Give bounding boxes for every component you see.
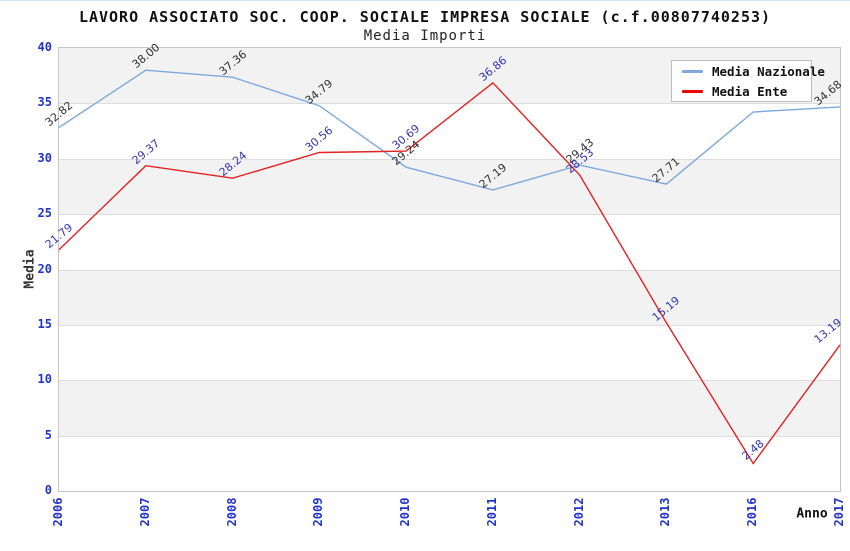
- x-tick-label: 2010: [398, 497, 413, 527]
- plot-band: [59, 158, 840, 215]
- plot-band: [59, 435, 840, 491]
- plot-band: [59, 324, 840, 381]
- series-line-media-nazionale: [58, 69, 841, 191]
- legend-item-media-ente: Media Ente: [682, 84, 811, 99]
- x-tick-label: 2017: [832, 497, 846, 527]
- gridline: [59, 214, 840, 216]
- gridline: [59, 269, 840, 271]
- series-lines: [58, 69, 841, 465]
- x-axis-title: Anno: [796, 506, 828, 522]
- legend-label: Media Ente: [712, 83, 788, 99]
- x-tick-label: 2011: [484, 497, 499, 527]
- x-tick-label: 2013: [658, 497, 673, 527]
- gridline: [59, 324, 840, 326]
- y-tick-label: 10: [37, 372, 52, 387]
- line-swatch-icon: [682, 69, 703, 73]
- y-tick-label: 30: [37, 150, 52, 165]
- chart-title: LAVORO ASSOCIATO SOC. COOP. SOCIALE IMPR…: [78, 8, 772, 26]
- plot-band: [59, 214, 840, 270]
- plot-area: 32.82 38.00 37.36 34.79 29.24 27.19 29.43 27.71…: [43, 41, 844, 492]
- x-tick-label: 2007: [137, 497, 152, 527]
- gridline: [59, 380, 840, 382]
- plot-band: [59, 380, 840, 436]
- plot-band: [59, 269, 840, 325]
- line-swatch-icon: [682, 89, 703, 93]
- gridline: [59, 103, 840, 105]
- gridline: [59, 435, 840, 437]
- plot-band: [59, 103, 840, 159]
- legend-label: Media Nazionale: [712, 63, 825, 79]
- gridline: [59, 158, 840, 160]
- x-tick-label: 2012: [571, 497, 586, 527]
- y-axis-title: Media: [22, 249, 38, 289]
- x-tick-label: 2006: [51, 497, 65, 527]
- y-tick-label: 20: [37, 261, 52, 276]
- y-tick-label: 40: [37, 40, 52, 54]
- y-tick-label: 35: [37, 95, 52, 110]
- series-line-media-ente: [58, 81, 841, 465]
- y-tick-label: 15: [37, 316, 52, 331]
- legend: Media Nazionale Media Ente: [671, 60, 825, 102]
- legend-item-media-nazionale: Media Nazionale: [682, 64, 825, 79]
- x-tick-label: 2008: [224, 497, 239, 527]
- y-axis-ticks: 0 5 10 15 20 25 30 35 40: [6, 1, 52, 551]
- y-tick-label: 0: [44, 483, 52, 497]
- chart-subtitle: Media Importi: [363, 28, 487, 44]
- y-tick-label: 5: [44, 427, 52, 442]
- y-tick-label: 25: [37, 206, 52, 221]
- x-tick-label: 2016: [745, 497, 760, 527]
- x-tick-label: 2009: [311, 497, 326, 527]
